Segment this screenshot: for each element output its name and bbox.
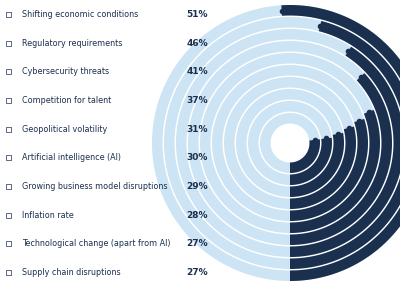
Polygon shape	[200, 53, 380, 233]
Bar	[6, 184, 10, 189]
Text: 27%: 27%	[186, 268, 208, 277]
Text: Supply chain disruptions: Supply chain disruptions	[22, 268, 121, 277]
Polygon shape	[290, 127, 356, 209]
Bar	[6, 127, 10, 132]
Polygon shape	[260, 113, 320, 173]
Text: 31%: 31%	[186, 125, 208, 134]
Bar	[6, 213, 10, 218]
Text: Artificial intelligence (AI): Artificial intelligence (AI)	[22, 153, 121, 162]
Bar	[6, 241, 10, 247]
Polygon shape	[224, 77, 356, 209]
Polygon shape	[290, 133, 344, 197]
Bar	[6, 155, 10, 160]
Polygon shape	[290, 47, 400, 257]
Bar	[6, 12, 10, 17]
Polygon shape	[290, 21, 400, 269]
Polygon shape	[212, 65, 368, 221]
Polygon shape	[290, 73, 392, 245]
Text: Growing business model disruptions: Growing business model disruptions	[22, 182, 168, 191]
Text: 41%: 41%	[186, 67, 208, 76]
Text: 30%: 30%	[187, 153, 208, 162]
Polygon shape	[236, 89, 344, 197]
Text: Geopolitical volatility: Geopolitical volatility	[22, 125, 107, 134]
Text: 51%: 51%	[186, 10, 208, 19]
Polygon shape	[152, 5, 400, 281]
Bar	[6, 98, 10, 103]
Text: Inflation rate: Inflation rate	[22, 211, 74, 220]
Text: Shifting economic conditions: Shifting economic conditions	[22, 10, 138, 19]
Polygon shape	[188, 41, 392, 245]
Text: 28%: 28%	[186, 211, 208, 220]
Polygon shape	[290, 110, 380, 233]
Bar	[6, 270, 10, 275]
Polygon shape	[290, 139, 320, 173]
Polygon shape	[290, 119, 368, 221]
Polygon shape	[164, 17, 400, 269]
Text: Technological change (apart from AI): Technological change (apart from AI)	[22, 239, 170, 249]
Text: 37%: 37%	[186, 96, 208, 105]
Polygon shape	[290, 138, 332, 185]
Text: Regulatory requirements: Regulatory requirements	[22, 38, 122, 48]
Polygon shape	[176, 29, 400, 257]
Text: 27%: 27%	[186, 239, 208, 249]
Polygon shape	[248, 101, 332, 185]
Text: Cybersecurity threats: Cybersecurity threats	[22, 67, 109, 76]
Text: Competition for talent: Competition for talent	[22, 96, 111, 105]
Polygon shape	[281, 5, 400, 281]
Text: 29%: 29%	[186, 182, 208, 191]
Bar	[6, 40, 10, 46]
Bar	[6, 69, 10, 74]
Text: 46%: 46%	[186, 38, 208, 48]
